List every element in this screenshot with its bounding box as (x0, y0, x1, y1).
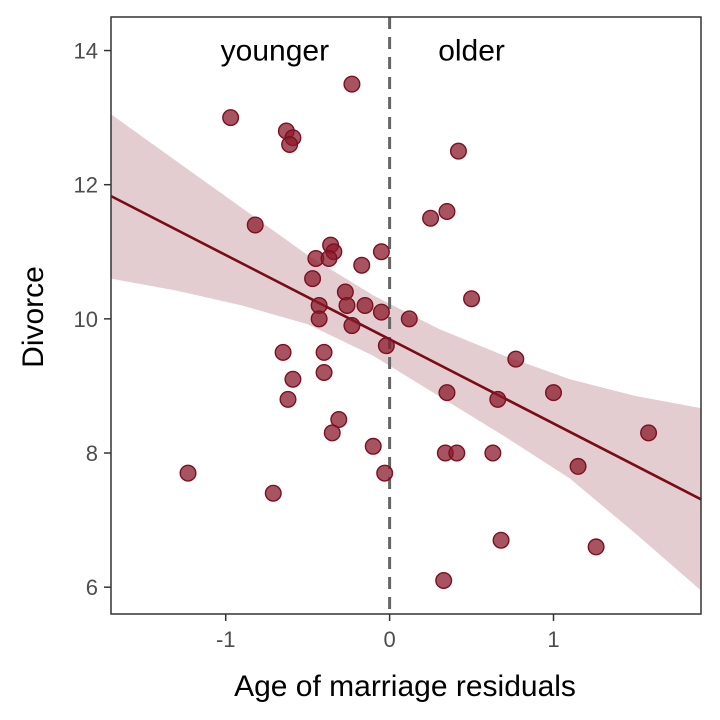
data-point (489, 390, 507, 408)
plot-content (111, 17, 701, 614)
x-axis-title: Age of marriage residuals (234, 670, 576, 703)
data-point (364, 437, 382, 455)
data-point (484, 444, 502, 462)
data-point (279, 390, 297, 408)
data-point (569, 457, 587, 475)
data-point (545, 384, 563, 402)
data-point (448, 444, 466, 462)
data-point (343, 317, 361, 335)
data-point (507, 350, 525, 368)
regression-line (111, 194, 701, 501)
data-point (376, 464, 394, 482)
data-point (310, 310, 328, 328)
plot-frame (110, 16, 702, 615)
data-point (372, 243, 390, 261)
x-tick-label: -1 (216, 627, 236, 652)
data-point (435, 571, 453, 589)
data-point (315, 343, 333, 361)
data-point (323, 424, 341, 442)
data-point (640, 424, 658, 442)
x-tick-label: 0 (383, 627, 395, 652)
data-point (438, 384, 456, 402)
y-tick-label: 10 (74, 307, 98, 332)
data-point (281, 135, 299, 153)
data-point (353, 256, 371, 274)
data-point (338, 296, 356, 314)
annotation-younger: younger (221, 35, 329, 68)
data-point (274, 343, 292, 361)
y-tick-label: 14 (74, 39, 98, 64)
y-tick-label: 12 (74, 173, 98, 198)
plot-area: younger older (111, 17, 701, 614)
data-point (343, 75, 361, 93)
data-point (304, 270, 322, 288)
x-tick-label: 1 (547, 627, 559, 652)
confidence-band (111, 114, 701, 591)
data-point (264, 484, 282, 502)
data-point (179, 464, 197, 482)
data-point (284, 370, 302, 388)
data-point (449, 142, 467, 160)
data-point (330, 410, 348, 428)
data-point (422, 209, 440, 227)
data-point (377, 337, 395, 355)
data-point (438, 203, 456, 221)
y-tick-label: 6 (86, 575, 98, 600)
data-point (356, 296, 374, 314)
data-point (315, 364, 333, 382)
axes: -1 0 1 6 8 10 12 14 (74, 16, 702, 652)
annotation-older: older (438, 35, 505, 68)
data-point (463, 290, 481, 308)
data-point (587, 538, 605, 556)
data-point (222, 109, 240, 127)
data-point (320, 249, 338, 267)
y-axis-title: Divorce (17, 266, 50, 368)
y-tick-label: 8 (86, 441, 98, 466)
data-point (400, 310, 418, 328)
data-point (372, 303, 390, 321)
data-point (492, 531, 510, 549)
data-point (246, 216, 264, 234)
